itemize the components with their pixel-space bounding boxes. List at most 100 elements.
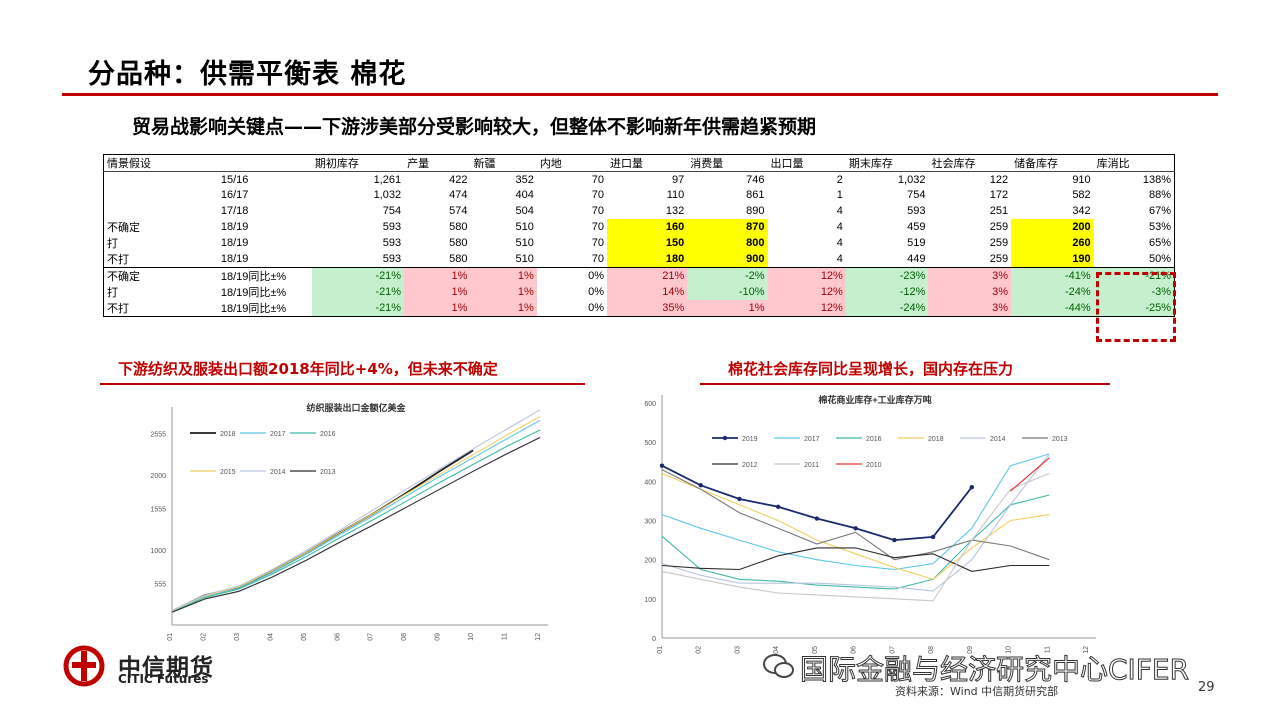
series-line-2012 xyxy=(661,547,1050,572)
table-cell: 138% xyxy=(1142,173,1171,186)
table-cell: 18/19同比±% xyxy=(220,302,287,315)
table-header-cell: 库消比 xyxy=(1093,154,1175,172)
table-cell: 1% xyxy=(470,299,537,316)
table-cell: 132 xyxy=(665,204,685,217)
y-tick-label: 0 xyxy=(652,636,656,643)
table-cell: 2 xyxy=(836,173,843,186)
table-cell: 160 xyxy=(607,218,688,235)
table-cell: 12% xyxy=(767,299,846,316)
table-cell xyxy=(104,172,181,188)
legend-label: 2016 xyxy=(320,431,336,438)
data-point xyxy=(853,526,858,531)
table-header-cell: 产量 xyxy=(404,154,471,172)
y-tick-label: 2555 xyxy=(150,431,166,438)
table-cell: 519 xyxy=(907,236,926,249)
table-cell: 172 xyxy=(989,189,1009,202)
table-row: 不确定 18/19同比±% -21% 1% 1% 0% 21% -2% 12% -23% 3% -41… xyxy=(103,266,1175,284)
series-line-2013 xyxy=(661,469,1050,561)
series-line-2018 xyxy=(661,472,1050,580)
table-cell: 754 xyxy=(382,204,402,217)
table-cell: 422 xyxy=(449,173,468,186)
table-cell: 1,261 xyxy=(373,173,402,186)
table-cell: 593 xyxy=(382,236,402,249)
series-line-2019 xyxy=(661,464,973,542)
table-cell: 不打 xyxy=(107,253,129,266)
data-point xyxy=(737,496,742,502)
y-tick-label: 200 xyxy=(644,558,656,565)
table-header-cell xyxy=(180,154,312,172)
table-cell: 593 xyxy=(382,252,402,265)
series-line-2013 xyxy=(171,437,541,613)
y-tick-label: 500 xyxy=(644,440,656,447)
x-tick-label: 05 xyxy=(301,633,308,641)
table-header-cell: 社会库存 xyxy=(928,154,1012,172)
series-line-2016 xyxy=(171,429,541,613)
logo-text-cn: 中信期货 xyxy=(118,655,214,681)
table-cell: -24% xyxy=(845,299,929,316)
table-cell: 50% xyxy=(1148,252,1171,265)
data-point xyxy=(775,504,781,509)
table-cell: 593 xyxy=(907,204,926,217)
table-cell: 3% xyxy=(928,299,1012,316)
table-row: 不打 18/19同比±% -21% 1% 1% 0% 35% 1% 12% -24% 3% -44% -… xyxy=(104,299,1175,316)
table-header-cell: 出口量 xyxy=(767,154,846,172)
legend-label: 2013 xyxy=(1052,436,1068,443)
legend-label: 2018 xyxy=(220,431,236,438)
x-tick-label: 04 xyxy=(773,646,780,654)
x-tick-label: 06 xyxy=(334,633,341,641)
data-point xyxy=(969,485,975,490)
table-cell: 16/17 xyxy=(220,189,249,202)
table-cell: 260 xyxy=(1011,234,1094,251)
table-cell: 580 xyxy=(449,252,468,265)
x-tick-label: 07 xyxy=(889,646,896,654)
watermark-text: 国际金融与经济研究中心CIFER xyxy=(799,653,1190,687)
table-header-cell: 期末库存 xyxy=(845,154,929,172)
table-cell: 459 xyxy=(907,220,926,233)
y-tick-label: 600 xyxy=(644,401,656,408)
table-cell: 1% xyxy=(404,266,471,284)
table-cell: 14% xyxy=(607,283,688,300)
table-cell: 67% xyxy=(1148,204,1171,217)
table-cell: 1,032 xyxy=(373,189,402,202)
table-cell: 342 xyxy=(1072,204,1091,217)
legend-label: 2014 xyxy=(990,436,1006,443)
table-row: 不打 18/19 593 580 510 70 180 900 4 449 259 190 50% xyxy=(104,250,1175,267)
x-tick-label: 08 xyxy=(401,633,408,641)
legend-label: 2010 xyxy=(866,462,882,469)
legend-label: 2014 xyxy=(270,469,286,476)
table-cell: 70 xyxy=(591,189,605,202)
legend-label: 2018 xyxy=(928,436,944,443)
table-cell xyxy=(104,203,181,219)
table-cell: 70 xyxy=(591,252,605,265)
table-cell: 70 xyxy=(591,173,605,186)
table-cell: 4 xyxy=(836,220,843,233)
legend-marker xyxy=(722,435,728,441)
y-tick-label: 400 xyxy=(644,479,656,486)
table-cell: 910 xyxy=(1072,173,1091,186)
table-cell: 0% xyxy=(588,285,605,298)
table-cell: 4 xyxy=(836,204,843,217)
table-cell: 1% xyxy=(687,299,768,316)
table-cell: 900 xyxy=(687,250,768,267)
table-row: 打 18/19 593 580 510 70 150 800 4 519 259 260 65% xyxy=(104,234,1175,251)
table-cell: 35% xyxy=(607,299,688,316)
table-cell: 12% xyxy=(767,283,846,300)
right-chart-heading: 棉花社会库存同比呈现增长，国内存在压力 xyxy=(728,360,1014,378)
table-cell: 18/19 xyxy=(220,252,249,265)
series-line-2014 xyxy=(661,453,1050,592)
table-cell: 474 xyxy=(449,189,468,202)
table-cell: 不打 xyxy=(107,302,129,315)
table-cell: 1% xyxy=(470,266,537,284)
table-header-cell: 储备库存 xyxy=(1011,154,1094,172)
table-cell: 800 xyxy=(687,234,768,251)
table-cell: 70 xyxy=(591,220,605,233)
table-cell: 746 xyxy=(746,173,765,186)
left-chart-heading-rule xyxy=(100,383,585,385)
table-cell: 1% xyxy=(470,283,537,300)
table-cell: 593 xyxy=(382,220,402,233)
table-cell: 582 xyxy=(1072,189,1091,202)
table-cell: 70 xyxy=(591,204,605,217)
x-tick-label: 05 xyxy=(812,646,819,654)
table-header-cell: 消费量 xyxy=(687,154,768,172)
legend-label: 2013 xyxy=(320,469,336,476)
